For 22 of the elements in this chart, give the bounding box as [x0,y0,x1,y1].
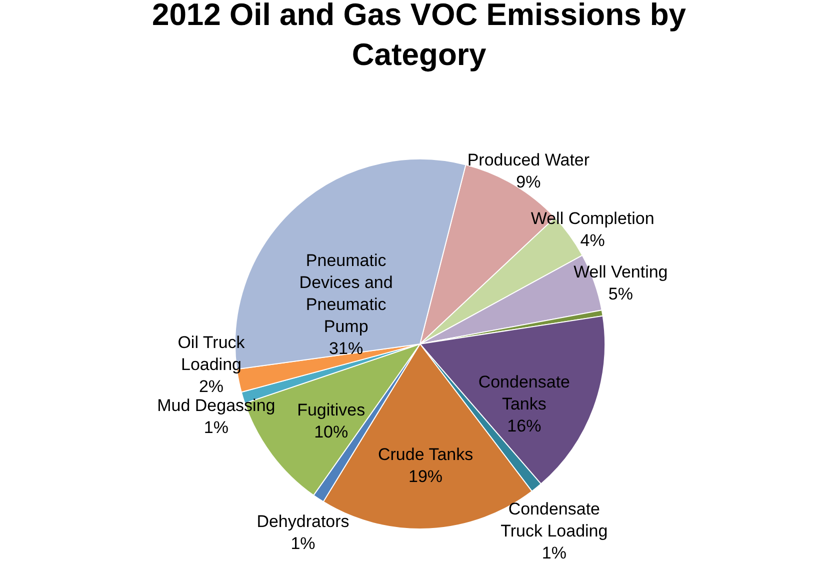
slice-label: Well Completion [530,209,654,228]
data-label: 19% [408,466,443,486]
data-label: 9% [516,172,541,192]
data-label: 1% [290,534,316,553]
data-label: 10% [314,422,348,442]
slice-label: Condensate Tanks [478,372,570,414]
slice-label: Produced Water [467,150,590,170]
data-label: 1% [542,543,566,562]
slice-label: Condensate Truck Loading [500,499,608,540]
data-label: 4% [580,231,605,250]
slice-label: Crude Tanks [378,444,474,464]
slice-label: Dehydrators [256,512,350,531]
slice-label: Well Venting [574,262,668,282]
data-label: 16% [507,416,542,436]
data-label: 2% [198,376,224,396]
data-label: 1% [204,418,228,437]
data-label: 31% [329,339,364,358]
slice-label: Oil Truck Loading [178,332,246,374]
slice-label: Fugitives [297,400,366,420]
chart-title: 2012 Oil and Gas VOC Emissions by Category [152,0,687,72]
slice-label: Pneumatic Devices and Pneumatic Pump [299,251,393,336]
data-label: 5% [608,284,633,304]
